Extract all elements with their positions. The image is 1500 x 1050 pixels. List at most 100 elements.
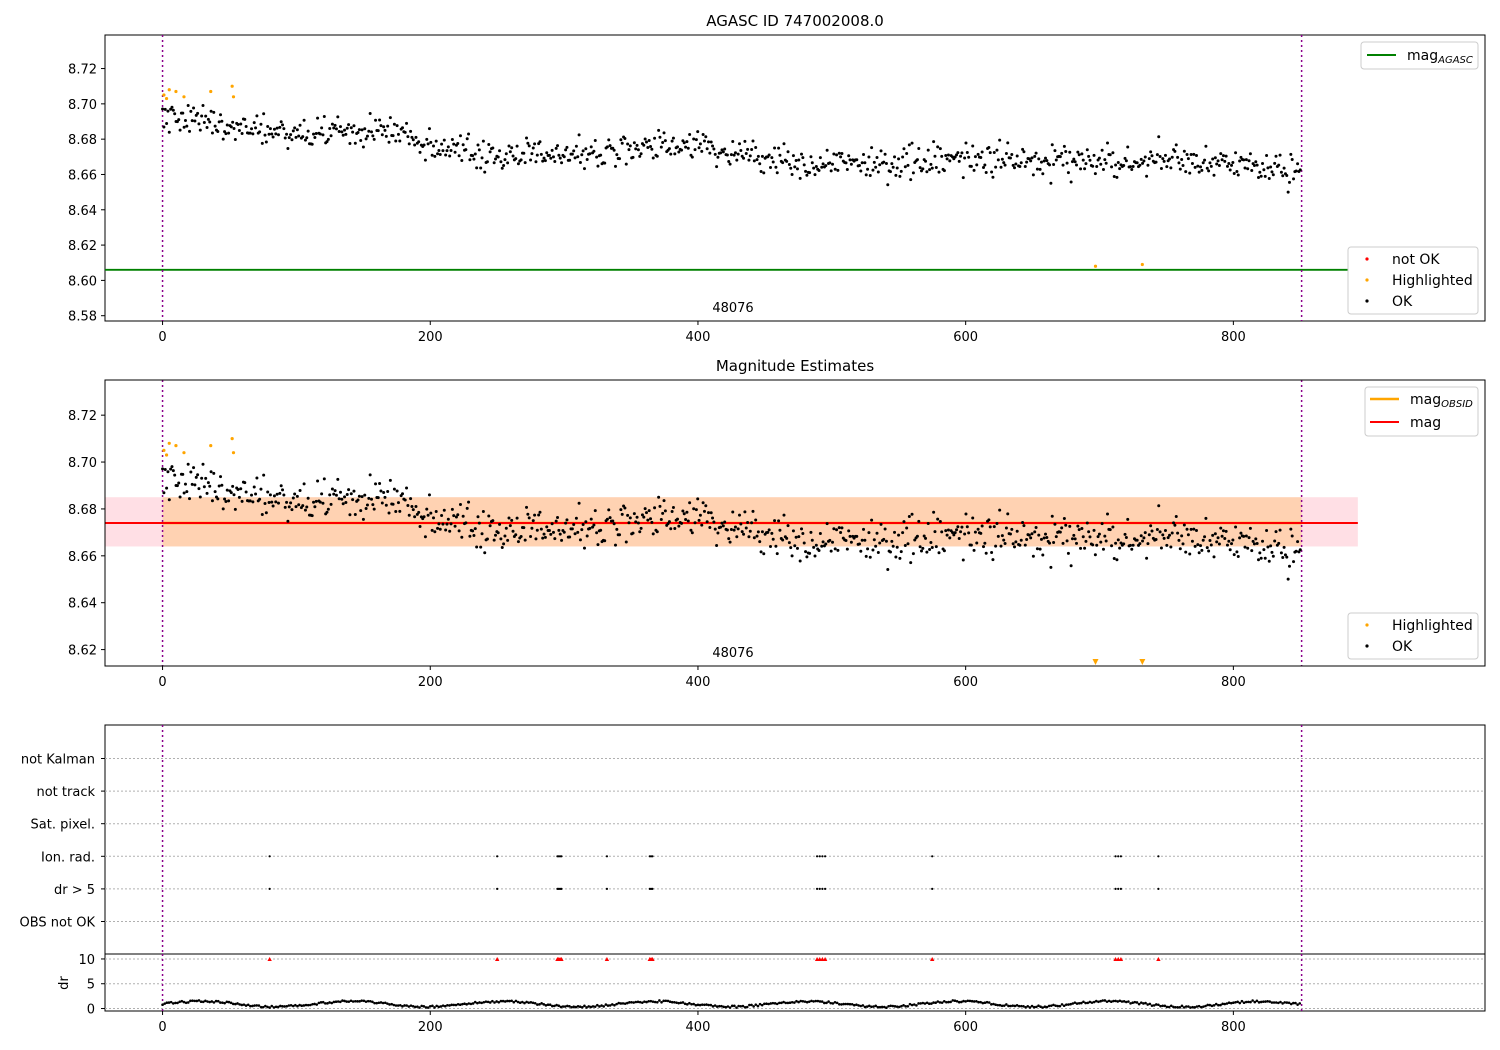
ok-point: [894, 173, 898, 177]
ok-point: [965, 525, 969, 529]
dr-point: [1002, 1004, 1006, 1007]
ok-point: [650, 147, 654, 151]
ok-point: [694, 138, 698, 142]
dr-point: [606, 1004, 610, 1007]
ok-point: [395, 124, 399, 128]
ok-point: [1019, 161, 1023, 165]
ok-point: [410, 505, 414, 509]
ok-point: [1219, 152, 1223, 156]
ok-point: [959, 154, 963, 158]
dr-point: [1296, 1003, 1299, 1006]
ok-point: [721, 150, 725, 154]
ok-point: [624, 162, 628, 166]
ok-point: [281, 488, 285, 492]
ok-point: [1166, 536, 1170, 540]
dr-point: [236, 1002, 239, 1005]
ok-point: [359, 509, 363, 513]
ok-point: [286, 519, 290, 523]
ok-point: [348, 513, 352, 517]
dr-point: [895, 1005, 899, 1008]
ok-point: [534, 537, 538, 541]
ok-point: [255, 114, 259, 118]
dr-point: [593, 1005, 597, 1008]
ok-point: [359, 138, 363, 142]
dr-point: [204, 999, 207, 1003]
ok-point: [279, 484, 283, 488]
ok-point: [692, 507, 696, 511]
ok-point: [328, 493, 332, 497]
dr-point: [1000, 1004, 1004, 1008]
ok-point: [884, 162, 888, 166]
dr-point: [529, 1001, 533, 1004]
ok-point: [229, 491, 233, 495]
ok-point: [1104, 539, 1108, 543]
dr-point: [640, 1001, 644, 1004]
ok-point: [209, 109, 213, 113]
ok-point: [1258, 170, 1262, 174]
ok-point: [1265, 153, 1269, 157]
ok-point: [452, 142, 456, 146]
ok-point: [1062, 517, 1066, 521]
ok-point: [1122, 542, 1126, 546]
ok-point: [712, 520, 716, 524]
dr-point: [808, 1000, 811, 1003]
ok-point: [751, 509, 755, 513]
dr-point: [458, 1003, 462, 1007]
y-tick-label: 8.68: [68, 133, 97, 148]
ok-point: [255, 476, 259, 480]
ok-point: [289, 133, 293, 137]
ok-point: [1244, 534, 1248, 538]
ok-point: [821, 540, 825, 544]
ok-point: [1116, 538, 1120, 542]
ok-point: [1161, 157, 1165, 161]
ok-point: [1012, 545, 1016, 549]
dr-point: [685, 1003, 689, 1006]
ok-point: [682, 141, 686, 145]
ok-point: [790, 173, 794, 177]
ok-point: [545, 525, 549, 529]
ok-point: [418, 524, 422, 528]
ok-point: [464, 521, 468, 525]
dr-point: [212, 1001, 216, 1004]
dr-point: [1092, 1000, 1096, 1004]
ok-point: [983, 541, 987, 545]
dr-point: [296, 1004, 299, 1008]
ok-point: [1162, 536, 1166, 540]
dr-point: [285, 1004, 289, 1008]
ok-point: [967, 155, 971, 159]
ok-point: [1018, 543, 1022, 547]
ok-point: [1002, 161, 1006, 165]
dr-point: [615, 1002, 618, 1006]
ok-point: [643, 137, 647, 141]
ok-point: [494, 533, 498, 537]
ok-point: [468, 534, 472, 538]
panel2-x-axis: 0 200 400 600 800: [158, 666, 1246, 690]
dr-point: [863, 1005, 867, 1009]
ok-point: [229, 125, 233, 129]
ok-point: [297, 134, 301, 138]
dr-point: [291, 1004, 295, 1008]
ok-point: [553, 537, 557, 541]
dr-point: [1150, 1004, 1154, 1007]
ok-point: [592, 523, 596, 527]
ok-point: [657, 128, 661, 132]
ok-point: [481, 139, 485, 143]
ok-point: [1199, 165, 1203, 169]
ok-point: [496, 155, 500, 159]
dr-point: [874, 1004, 878, 1008]
ok-point: [750, 148, 754, 152]
ok-point: [777, 519, 781, 523]
ok-point: [720, 521, 724, 525]
ok-point: [837, 526, 841, 530]
ok-point: [1049, 181, 1053, 185]
ok-point: [181, 111, 185, 115]
y-tick-label: 8.72: [68, 63, 97, 78]
ok-point: [673, 527, 677, 531]
dr-clipped-marker: [929, 956, 935, 961]
dr-point: [1084, 1001, 1087, 1005]
ok-point: [502, 164, 506, 168]
ok-point: [444, 528, 448, 532]
ok-point: [565, 145, 569, 149]
ok-point: [684, 517, 688, 521]
dr-point: [718, 1004, 721, 1008]
